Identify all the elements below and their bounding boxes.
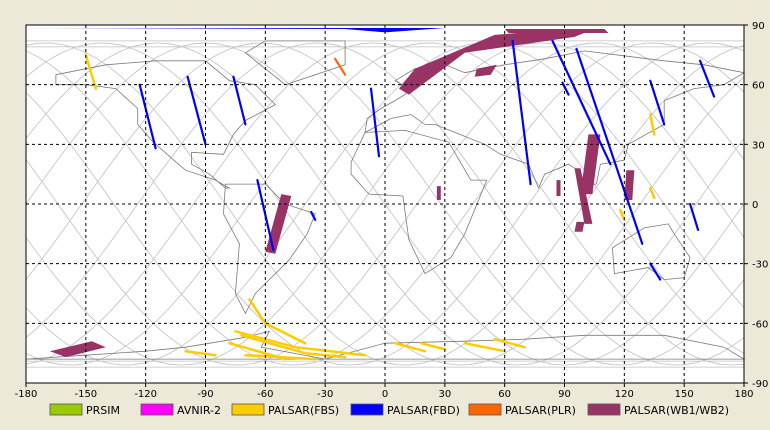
legend-label: AVNIR-2 [177, 404, 221, 417]
y-tick-label: 60 [752, 81, 765, 92]
observations-fbd [26, 27, 716, 281]
fbd-swath [256, 179, 275, 251]
wb-swath [624, 170, 635, 200]
fbd-swath [551, 39, 612, 166]
fbs-swath [419, 341, 447, 351]
fbd-polar-strip [26, 27, 445, 33]
coastline [611, 223, 691, 281]
wb-swath [574, 168, 593, 224]
legend-label: PALSAR(PLR) [505, 404, 576, 417]
x-tick-label: 120 [615, 389, 634, 400]
coastline [25, 330, 746, 360]
fbd-swath [698, 59, 716, 98]
x-tick-label: 180 [734, 389, 753, 400]
legend-item: PRSIM [49, 403, 120, 417]
x-tick-label: -60 [257, 389, 273, 400]
observations-fbs [84, 53, 656, 361]
x-tick-label: -30 [317, 389, 333, 400]
wb-swath [580, 134, 601, 195]
x-tick-label: 60 [498, 389, 511, 400]
legend-item: AVNIR-2 [140, 403, 221, 417]
fbs-swath [649, 186, 656, 200]
legend-swatch [468, 403, 502, 416]
fbd-swath [369, 87, 381, 158]
fbd-swath [511, 39, 532, 186]
orbit-track [25, 42, 745, 366]
x-tick-label: 150 [675, 389, 694, 400]
coastlines [25, 40, 746, 360]
fbd-swath [649, 262, 662, 281]
legend-item: PALSAR(WB1/WB2) [587, 403, 729, 417]
fbd-swath [561, 81, 570, 96]
x-tick-label: -90 [197, 389, 213, 400]
x-axis: -180 -150 -120 -90 -60 -30 0 30 60 90 120 150 180 [15, 383, 754, 400]
wb-swath [504, 29, 609, 33]
legend-swatch [231, 403, 265, 416]
legend-label: PALSAR(FBD) [387, 404, 460, 417]
observations-plr [334, 57, 347, 76]
legend-label: PRSIM [86, 404, 120, 417]
legend-item: PALSAR(PLR) [468, 403, 576, 417]
fbs-swath [184, 349, 217, 357]
fbd-swath [575, 47, 644, 245]
y-tick-label: -30 [752, 260, 768, 271]
x-tick-label: -150 [74, 389, 97, 400]
fbd-swath [649, 79, 666, 126]
x-tick-label: 90 [558, 389, 571, 400]
fbs-swath [463, 341, 506, 353]
x-tick-label: -120 [134, 389, 157, 400]
coastline [244, 40, 346, 86]
orbit-track [25, 42, 745, 366]
fbs-swath [619, 208, 626, 222]
fbs-swath [244, 353, 317, 361]
legend-label: PALSAR(FBS) [268, 404, 339, 417]
coastline [364, 50, 746, 190]
legend-swatch [350, 403, 384, 416]
y-tick-label: -60 [752, 319, 768, 330]
fbs-swath [493, 337, 526, 349]
legend-swatch [140, 403, 174, 416]
wb-swath [49, 341, 106, 358]
legend-swatch [587, 403, 621, 416]
legend: PRSIM AVNIR-2 PALSAR(FBS) PALSAR(FBD) PALSAR… [49, 403, 729, 417]
y-tick-label: 90 [752, 21, 765, 32]
plr-swath [334, 57, 347, 76]
x-tick-label: -180 [15, 389, 38, 400]
fbs-swath [393, 341, 427, 353]
legend-item: PALSAR(FBS) [231, 403, 339, 417]
fbd-swath [232, 75, 247, 126]
wb-swath [574, 221, 585, 232]
fbs-swath [240, 334, 347, 359]
x-tick-label: 0 [382, 389, 388, 400]
y-tick-label: 30 [752, 140, 765, 151]
y-tick-label: -90 [752, 379, 768, 390]
y-tick-label: 0 [752, 200, 758, 211]
coastline [55, 60, 276, 189]
fbs-swath [248, 298, 307, 345]
wb-swath [474, 64, 497, 77]
y-axis: 90 60 30 0 -30 -60 -90 [744, 21, 768, 390]
x-tick-label: 30 [438, 389, 451, 400]
legend-label: PALSAR(WB1/WB2) [624, 404, 729, 417]
legend-swatch [49, 403, 83, 416]
fbs-swath [649, 113, 656, 136]
fbs-swath [84, 53, 98, 90]
wb-swath [399, 29, 595, 95]
fbd-swath [310, 210, 317, 221]
coastline [350, 129, 488, 275]
fbd-swath [186, 75, 207, 146]
wb-swath [436, 186, 441, 200]
legend-item: PALSAR(FBD) [350, 403, 460, 417]
fbd-swath [688, 202, 700, 231]
fbs-swath [234, 330, 367, 357]
wb-swath [556, 180, 561, 196]
fbd-swath [138, 83, 157, 150]
